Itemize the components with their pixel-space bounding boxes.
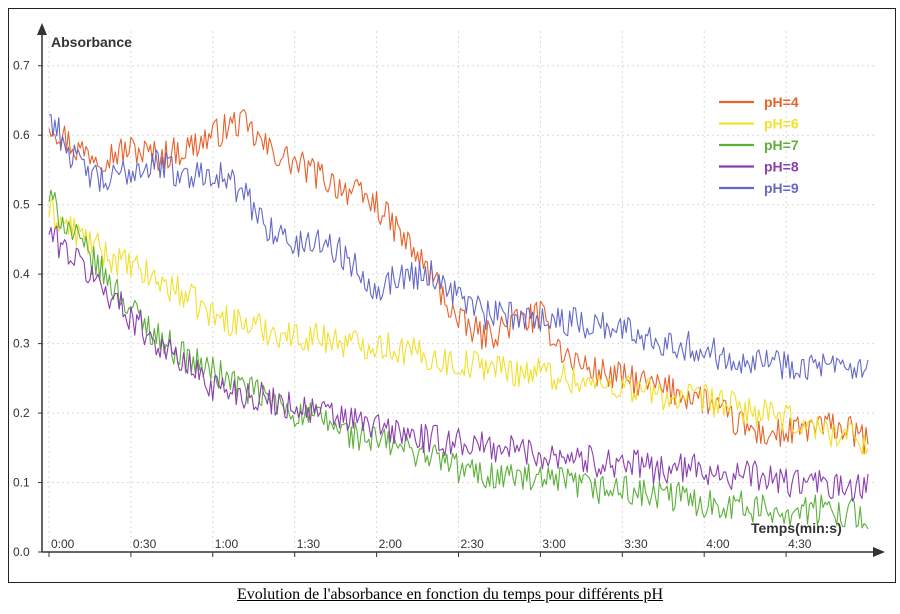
y-tick-label: 0.6 <box>13 128 30 142</box>
legend-label: pH=6 <box>764 116 799 132</box>
x-tick-label: 2:30 <box>461 537 485 551</box>
y-tick-label: 0.1 <box>13 476 30 490</box>
legend-label: pH=7 <box>764 137 799 153</box>
series-line-ph-7 <box>48 189 869 530</box>
x-tick-label: 4:00 <box>706 537 730 551</box>
x-tick-label: 1:30 <box>297 537 321 551</box>
x-tick-label: 0:30 <box>133 537 157 551</box>
x-tick-label: 1:00 <box>215 537 239 551</box>
figure-caption: Evolution de l'absorbance en fonction du… <box>236 586 664 603</box>
legend: pH=4 pH=6 pH=7 pH=8 pH=9 <box>719 94 799 196</box>
legend-label: pH=9 <box>764 180 799 196</box>
ticks: 0.0 0.1 0.2 0.3 0.4 0.5 0.6 0.7 0:00 0:30 1:00 1:30… <box>13 59 812 559</box>
series-line-ph-8 <box>48 225 869 502</box>
series-line-ph-6 <box>48 198 869 456</box>
x-tick-label: 2:00 <box>379 537 403 551</box>
y-axis-title: Absorbance <box>51 34 132 50</box>
y-tick-label: 0.7 <box>13 59 30 73</box>
x-tick-label: 4:30 <box>788 537 812 551</box>
series-line-ph-4 <box>48 109 869 455</box>
x-tick-label: 3:30 <box>624 537 648 551</box>
y-tick-label: 0.3 <box>13 337 30 351</box>
series-layer <box>48 109 869 530</box>
grid <box>42 31 877 552</box>
y-tick-label: 0.4 <box>13 267 30 281</box>
legend-label: pH=4 <box>764 94 799 110</box>
y-tick-label: 0.2 <box>13 406 30 420</box>
chart-frame: 0.0 0.1 0.2 0.3 0.4 0.5 0.6 0.7 0:00 0:30 1:00 1:30… <box>8 8 896 583</box>
y-tick-label: 0.0 <box>13 545 30 559</box>
x-axis-arrow <box>873 547 885 557</box>
legend-label: pH=8 <box>764 159 799 175</box>
series-line-ph-9 <box>48 113 869 380</box>
x-axis-title: Temps(min:s) <box>751 520 842 536</box>
x-tick-label: 0:00 <box>51 537 75 551</box>
y-tick-label: 0.5 <box>13 198 30 212</box>
y-axis-arrow <box>37 23 47 35</box>
absorbance-chart: 0.0 0.1 0.2 0.3 0.4 0.5 0.6 0.7 0:00 0:30 1:00 1:30… <box>13 23 885 559</box>
x-tick-label: 3:00 <box>542 537 566 551</box>
axes <box>37 23 885 557</box>
